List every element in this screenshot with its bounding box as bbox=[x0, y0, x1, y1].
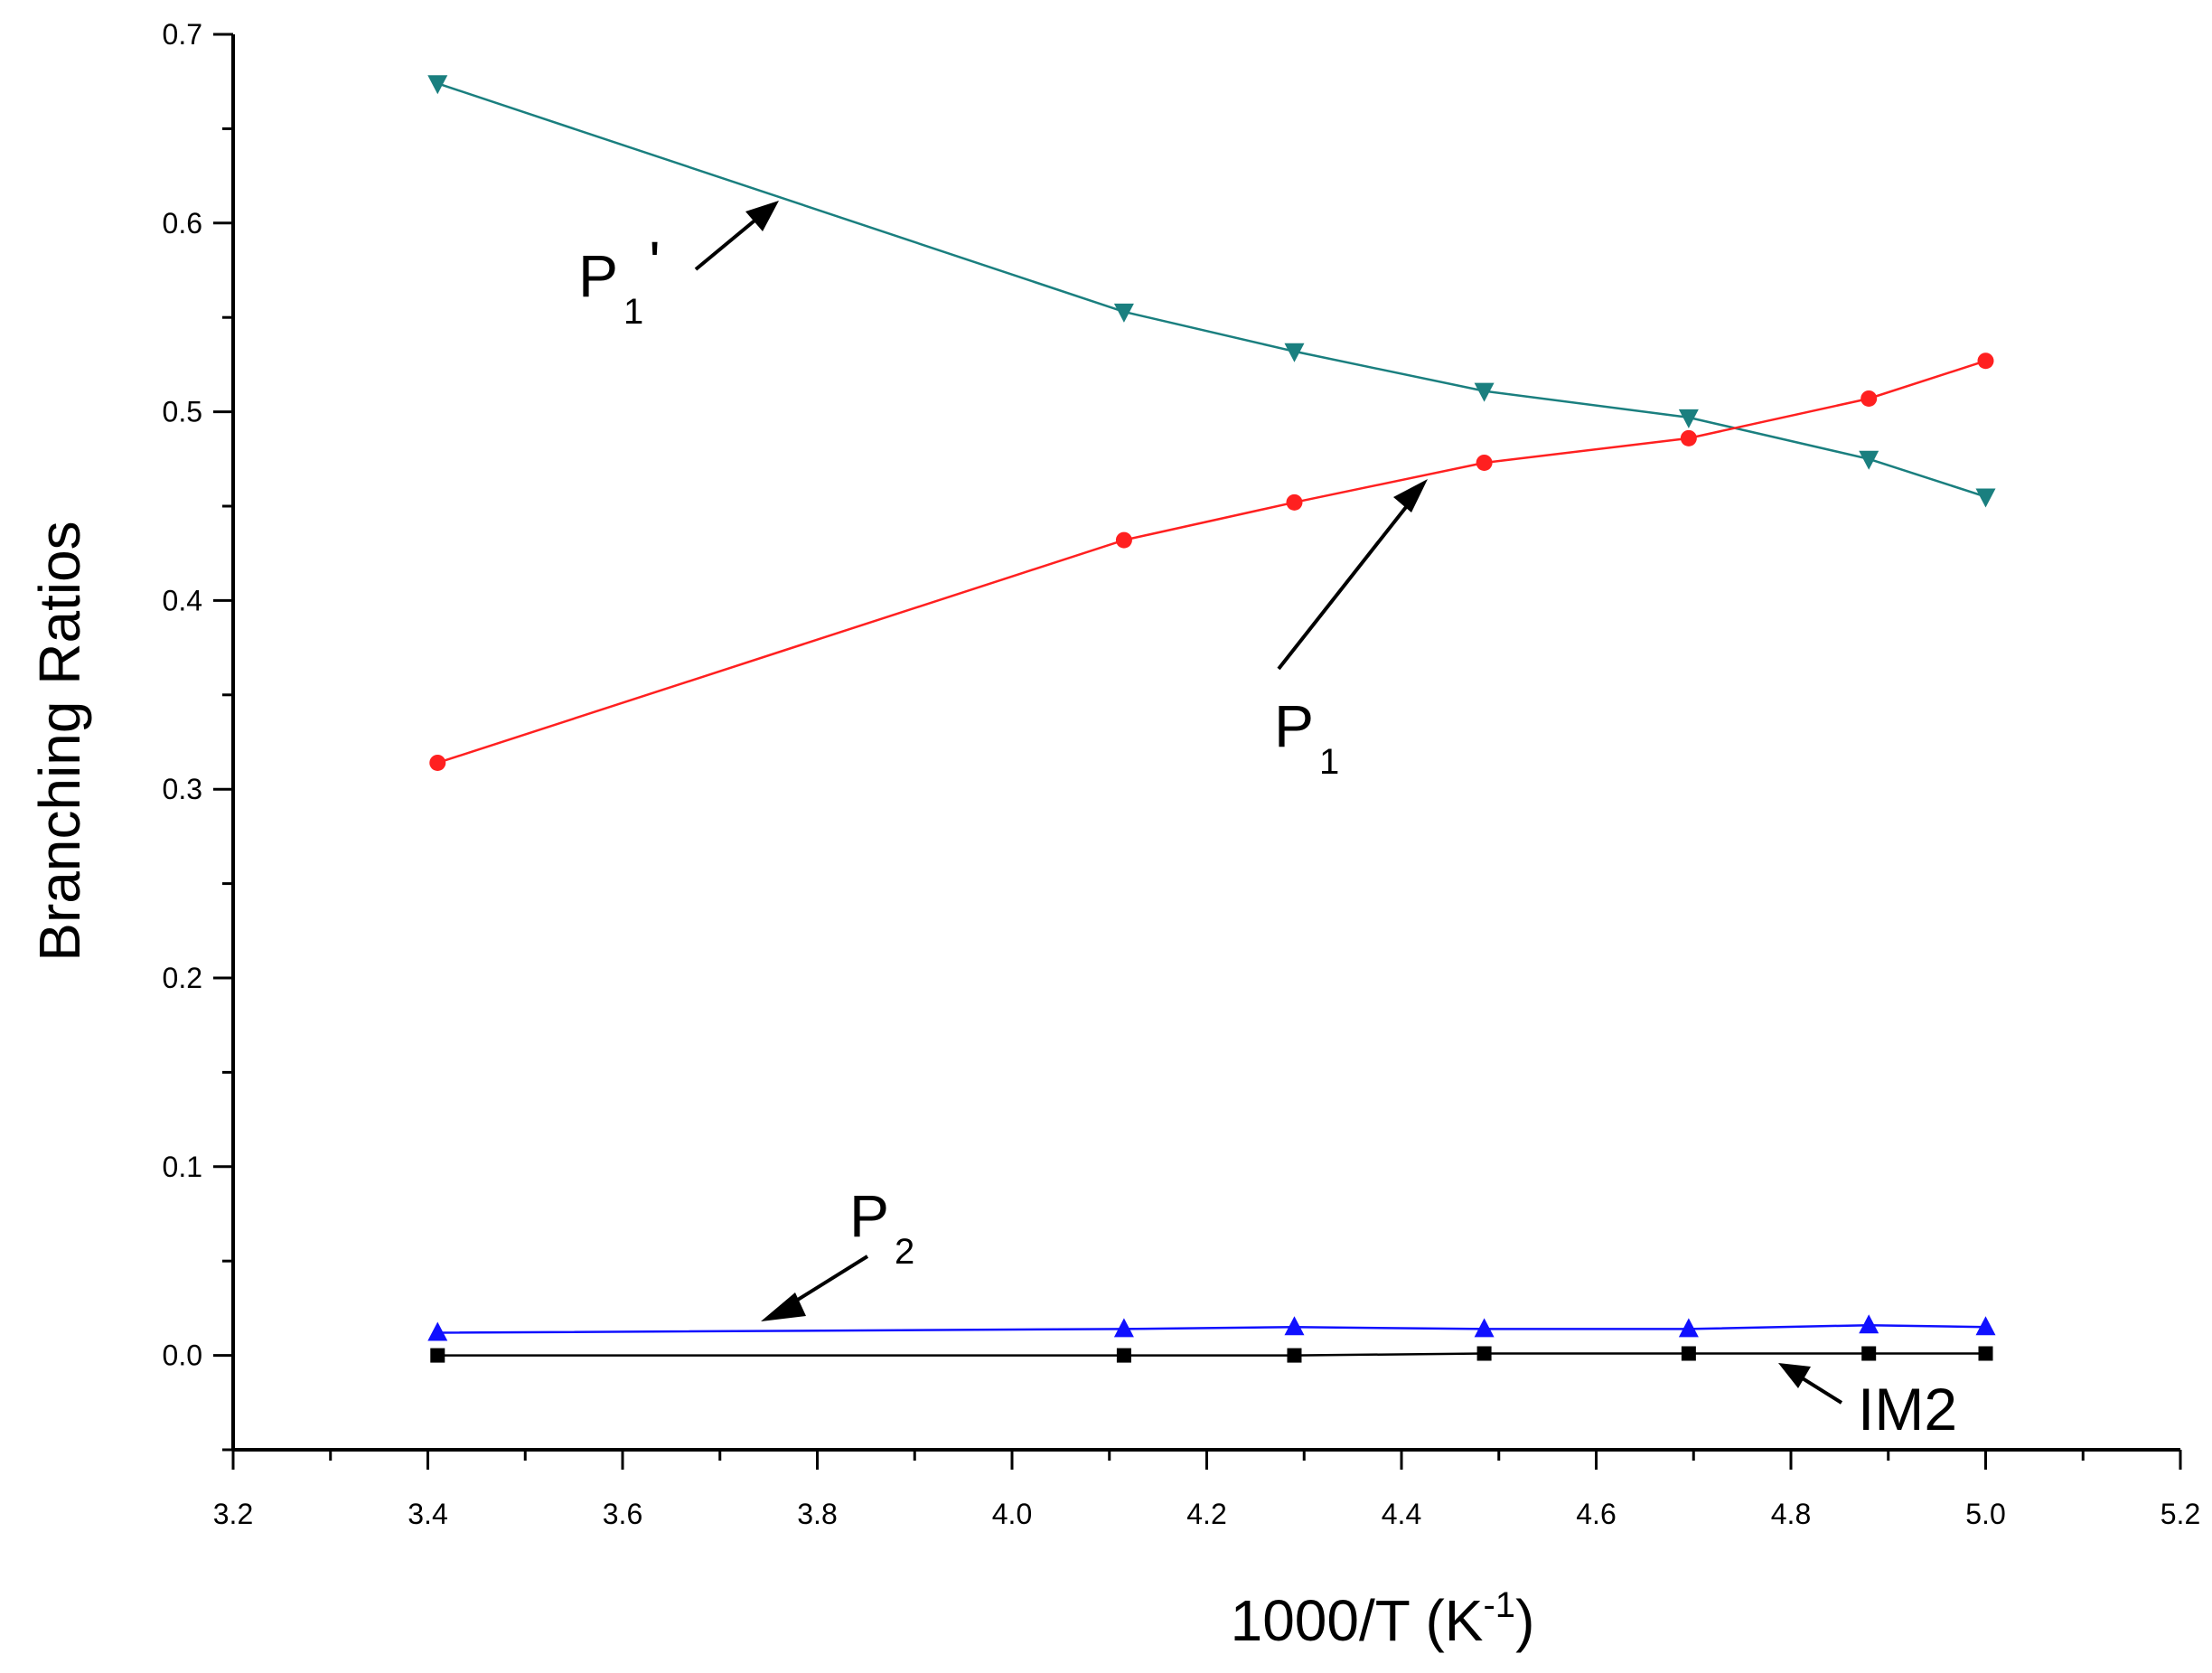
x-tick-label: 3.6 bbox=[603, 1498, 642, 1530]
svg-text:P1': P1' bbox=[578, 229, 661, 332]
series-2 bbox=[427, 1314, 1996, 1341]
x-axis-title-suffix: ) bbox=[1515, 1588, 1534, 1653]
x-tick-label: 4.4 bbox=[1382, 1498, 1421, 1530]
y-tick-label: 0.3 bbox=[163, 773, 202, 805]
x-tick-label: 3.2 bbox=[213, 1498, 253, 1530]
data-point bbox=[427, 1321, 448, 1341]
annotation-p1-arrow bbox=[1277, 501, 1411, 671]
x-axis-title-sup: -1 bbox=[1483, 1585, 1515, 1625]
x-tick-label: 5.0 bbox=[1965, 1498, 2005, 1530]
annotation-p1-prime-suffix: ' bbox=[649, 229, 661, 296]
axes: 3.2 3.4 3.6 3.8 4.0 4.2 4.4 4.6 4.8 5.0 5.2 0.0 0.1 0… bbox=[163, 18, 2201, 1530]
data-point bbox=[1978, 1346, 1993, 1361]
annotation-p1-prime-arrow bbox=[694, 215, 761, 271]
data-point bbox=[1859, 450, 1879, 470]
data-point bbox=[1284, 343, 1305, 362]
annotation-p1-arrowhead bbox=[1393, 479, 1428, 512]
annotation-p2-sub: 2 bbox=[895, 1232, 914, 1272]
x-tick-label: 5.2 bbox=[2160, 1498, 2200, 1530]
series-3 bbox=[430, 1346, 1993, 1363]
series-line bbox=[436, 82, 1986, 498]
y-axis-title: Branching Ratios bbox=[27, 521, 92, 961]
data-point bbox=[1678, 1318, 1699, 1338]
data-point bbox=[1861, 1346, 1877, 1361]
annotation-im2-label: IM2 bbox=[1858, 1376, 1957, 1443]
annotation-p1-sub: 1 bbox=[1319, 742, 1339, 782]
data-point bbox=[429, 754, 446, 771]
series-line bbox=[437, 1352, 1986, 1357]
data-point bbox=[1678, 409, 1699, 428]
annotation-p2: P2 bbox=[761, 1182, 914, 1321]
data-point bbox=[430, 1348, 445, 1363]
x-tick-label: 4.2 bbox=[1186, 1498, 1226, 1530]
data-point bbox=[1286, 493, 1303, 511]
x-tick-label: 3.4 bbox=[408, 1498, 447, 1530]
series-line bbox=[437, 1323, 1986, 1334]
data-point bbox=[1115, 531, 1132, 549]
y-tick-label: 0.0 bbox=[163, 1339, 202, 1372]
annotation-im2-arrowhead bbox=[1778, 1363, 1811, 1388]
data-point bbox=[1476, 1346, 1492, 1361]
annotation-p1-prime-sub: 1 bbox=[623, 292, 643, 332]
data-point bbox=[1474, 382, 1495, 402]
series-0 bbox=[427, 75, 1996, 508]
data-point bbox=[427, 75, 448, 95]
annotation-p1: P1 bbox=[1274, 479, 1428, 782]
data-point bbox=[1680, 429, 1697, 446]
data-point bbox=[1977, 352, 1994, 370]
data-point bbox=[1681, 1346, 1696, 1361]
data-point bbox=[1113, 303, 1134, 323]
data-point bbox=[1859, 1314, 1879, 1334]
annotation-p1-prime-main: P bbox=[578, 242, 618, 309]
data-point bbox=[1113, 1318, 1134, 1338]
x-axis-title-main: 1000/T (K bbox=[1231, 1588, 1484, 1653]
annotation-p2-arrow bbox=[784, 1255, 869, 1309]
annotation-p2-main: P bbox=[849, 1182, 889, 1249]
svg-text:P1: P1 bbox=[1274, 692, 1339, 782]
y-tick-label: 0.7 bbox=[163, 18, 202, 51]
x-tick-label: 4.6 bbox=[1576, 1498, 1616, 1530]
data-point bbox=[1975, 1316, 1996, 1336]
data-point bbox=[1476, 454, 1493, 471]
annotation-im2-arrow bbox=[1796, 1374, 1843, 1405]
x-axis-title: 1000/T (K-1) bbox=[1231, 1585, 1535, 1653]
x-tick-label: 4.0 bbox=[992, 1498, 1032, 1530]
data-point bbox=[1861, 390, 1878, 407]
annotation-im2: IM2 bbox=[1778, 1363, 1957, 1443]
annotation-p1-prime: P1' bbox=[578, 201, 779, 332]
y-tick-label: 0.4 bbox=[163, 584, 202, 616]
annotation-p1-main: P bbox=[1274, 692, 1314, 759]
y-tick-label: 0.2 bbox=[163, 962, 202, 994]
data-point bbox=[1975, 488, 1996, 508]
x-tick-label: 3.8 bbox=[797, 1498, 837, 1530]
data-point bbox=[1284, 1316, 1305, 1336]
x-tick-label: 4.8 bbox=[1771, 1498, 1811, 1530]
annotation-p1-prime-arrowhead bbox=[745, 201, 779, 231]
y-tick-label: 0.5 bbox=[163, 396, 202, 428]
series-1 bbox=[429, 352, 1994, 771]
series-line bbox=[436, 360, 1986, 765]
y-tick-label: 0.1 bbox=[163, 1151, 202, 1183]
series-layer bbox=[427, 75, 1996, 1363]
data-point bbox=[1474, 1318, 1495, 1338]
data-point bbox=[1116, 1348, 1131, 1363]
annotation-p2-arrowhead bbox=[761, 1292, 806, 1321]
y-tick-label: 0.6 bbox=[163, 207, 202, 240]
data-point bbox=[1287, 1348, 1302, 1363]
svg-text:P2: P2 bbox=[849, 1182, 914, 1272]
